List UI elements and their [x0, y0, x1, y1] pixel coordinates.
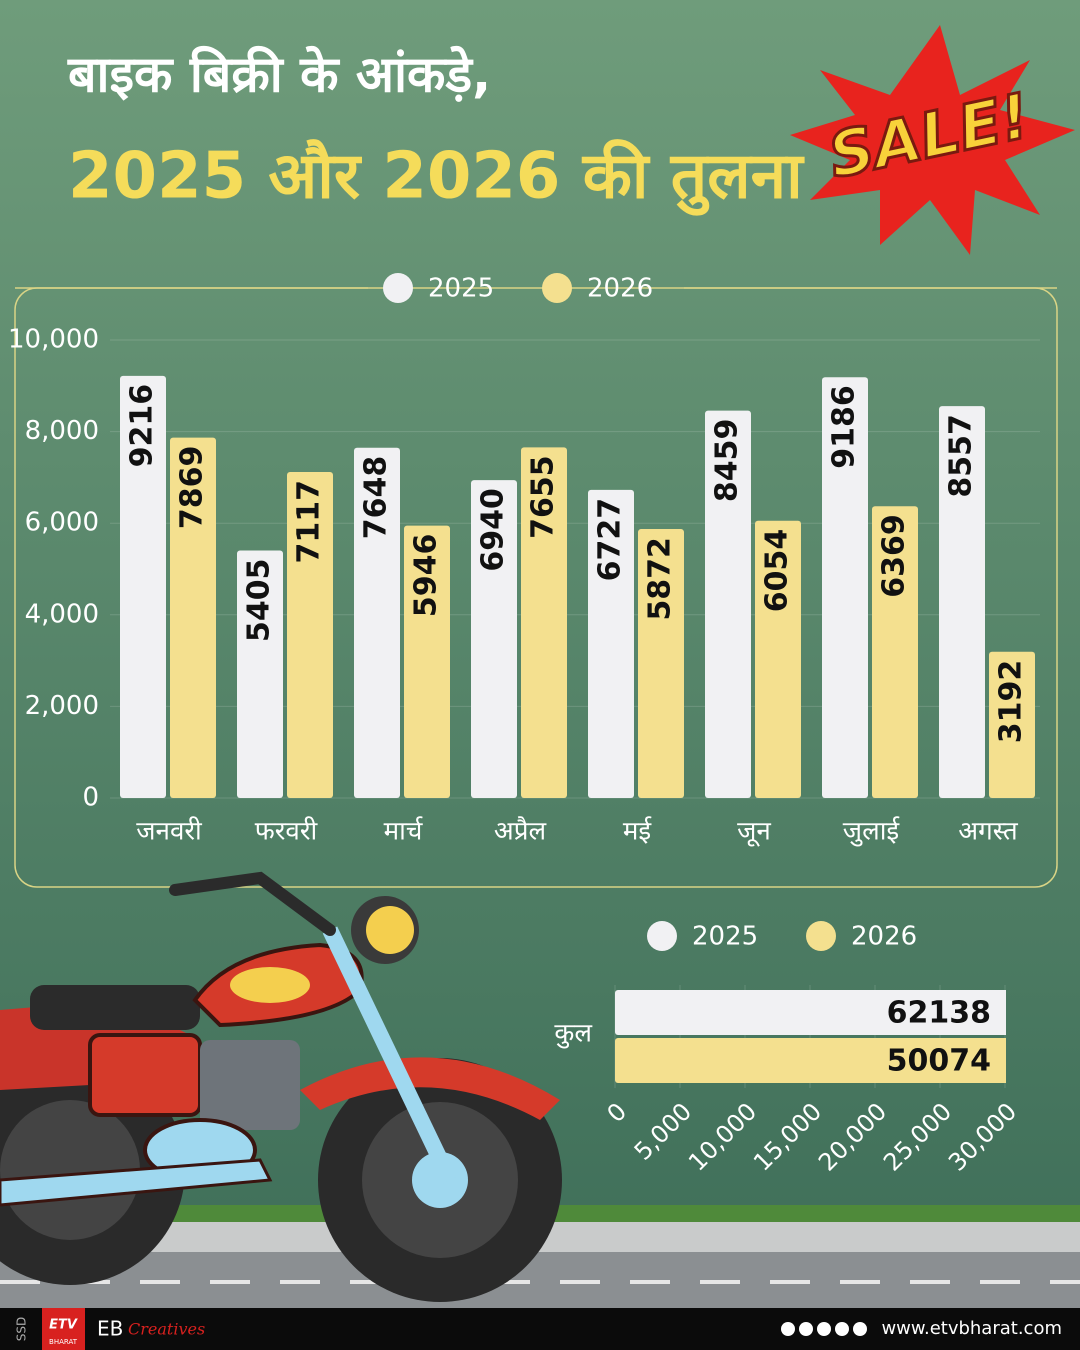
legend-swatch	[383, 273, 413, 303]
footer-bar	[0, 1308, 1080, 1350]
legend-swatch	[647, 921, 677, 951]
bar	[521, 447, 567, 798]
rear-rim	[0, 1100, 140, 1240]
value-label: 6940	[476, 488, 511, 572]
value-label: 9216	[125, 384, 160, 468]
motorbike	[0, 871, 562, 1302]
value-label: 62138	[887, 996, 991, 1031]
value-label: 8459	[710, 419, 745, 503]
chart-panel	[14, 287, 1058, 888]
value-label: 5946	[409, 534, 444, 618]
bar	[989, 651, 1035, 798]
front-hub	[412, 1152, 468, 1208]
legend-label: 2026	[851, 922, 917, 952]
footer-site[interactable]: www.etvbharat.com	[881, 1318, 1062, 1339]
tank-badge	[230, 967, 310, 1003]
value-label: 6727	[593, 498, 628, 582]
icon-youtube[interactable]	[835, 1322, 849, 1336]
title-line-2: 2025 और 2026 की तुलना	[68, 139, 805, 217]
bar	[287, 472, 333, 798]
logo-text: ETV	[49, 1318, 78, 1333]
y-tick-label: 10,000	[8, 325, 99, 355]
value-label: 9186	[827, 385, 862, 469]
legend-swatch	[542, 273, 572, 303]
title-line-1: बाइक बिक्री के आंकड़े,	[67, 46, 491, 104]
x-tick-label: फरवरी	[255, 816, 319, 847]
footer-brand-script: Creatives	[128, 1320, 205, 1339]
x-tick-label: मार्च	[384, 816, 424, 847]
front-fender	[300, 1057, 560, 1120]
bar	[615, 1038, 1006, 1083]
footer-brand: EB	[97, 1317, 123, 1341]
social-icons	[781, 1322, 867, 1336]
icon-facebook[interactable]	[781, 1322, 795, 1336]
x-tick-label: जुलाई	[843, 816, 901, 847]
value-label: 5405	[242, 558, 277, 642]
value-label: 6369	[877, 514, 912, 598]
bar	[705, 410, 751, 798]
legend-label: 2026	[587, 274, 653, 304]
x-tick-label: अप्रैल	[494, 816, 547, 847]
bar	[872, 506, 918, 798]
icon-x[interactable]	[799, 1322, 813, 1336]
value-label: 7869	[175, 446, 210, 530]
x-tick-label: जनवरी	[136, 816, 203, 847]
bar	[237, 550, 283, 798]
logo-subtext: BHARAT	[49, 1338, 78, 1346]
value-label: 7648	[359, 456, 394, 539]
bar	[471, 480, 517, 798]
bar	[939, 406, 985, 798]
icon-whatsapp[interactable]	[853, 1322, 867, 1336]
value-label: 6054	[760, 529, 795, 613]
bar	[588, 489, 634, 798]
engine	[200, 1040, 300, 1130]
side-box	[88, 1033, 202, 1117]
bar	[120, 375, 166, 798]
value-label: 8557	[944, 414, 979, 498]
y-tick-label: 8,000	[25, 416, 99, 446]
logo-box	[42, 1308, 85, 1350]
handlebar	[169, 871, 336, 936]
icon-instagram[interactable]	[817, 1322, 831, 1336]
x-tick-label: मई	[623, 816, 653, 847]
bar	[170, 437, 216, 798]
front-fork	[322, 926, 458, 1184]
value-label: 7655	[526, 455, 561, 539]
bar	[755, 520, 801, 798]
headlamp	[366, 906, 414, 954]
x-tick-label: जून	[737, 817, 771, 848]
sale-burst	[790, 25, 1075, 255]
x-tick-label: अगस्त	[958, 817, 1019, 847]
legend-label: 2025	[428, 274, 494, 304]
y-tick-label: 2,000	[25, 691, 99, 721]
bar	[638, 529, 684, 798]
bar	[615, 990, 1006, 1035]
bar	[822, 377, 868, 798]
y-tick-label: कुल	[554, 1019, 592, 1049]
value-label: 5872	[643, 537, 678, 621]
legend-swatch	[806, 921, 836, 951]
seat	[30, 985, 200, 1030]
value-label: 50074	[887, 1044, 991, 1079]
y-tick-label: 6,000	[25, 508, 99, 538]
value-label: 7117	[292, 480, 327, 563]
footer-code: SSD	[15, 1317, 29, 1341]
bar-group	[615, 990, 1006, 1083]
y-tick-label: 0	[82, 783, 99, 813]
bar	[404, 525, 450, 798]
value-label: 3192	[994, 660, 1029, 744]
y-tick-label: 4,000	[25, 599, 99, 629]
bar-chart: 2025 2026 0 2,000 4,000 6,000 8,000 10,000 जनवरी…	[8, 273, 1057, 848]
legend-label: 2025	[692, 922, 758, 952]
exhaust	[0, 1158, 273, 1207]
bar	[354, 447, 400, 798]
